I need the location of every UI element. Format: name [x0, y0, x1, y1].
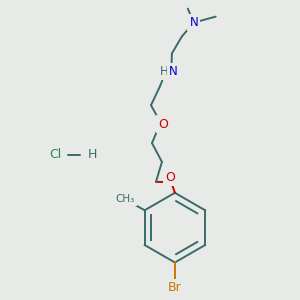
Text: H: H: [88, 148, 97, 161]
Text: Cl: Cl: [49, 148, 62, 161]
Text: O: O: [159, 118, 169, 130]
Text: N: N: [189, 16, 198, 29]
Text: Br: Br: [168, 281, 182, 294]
Text: O: O: [166, 171, 175, 184]
Text: H: H: [160, 65, 169, 78]
Text: N: N: [169, 65, 178, 78]
Text: CH₃: CH₃: [116, 194, 135, 204]
